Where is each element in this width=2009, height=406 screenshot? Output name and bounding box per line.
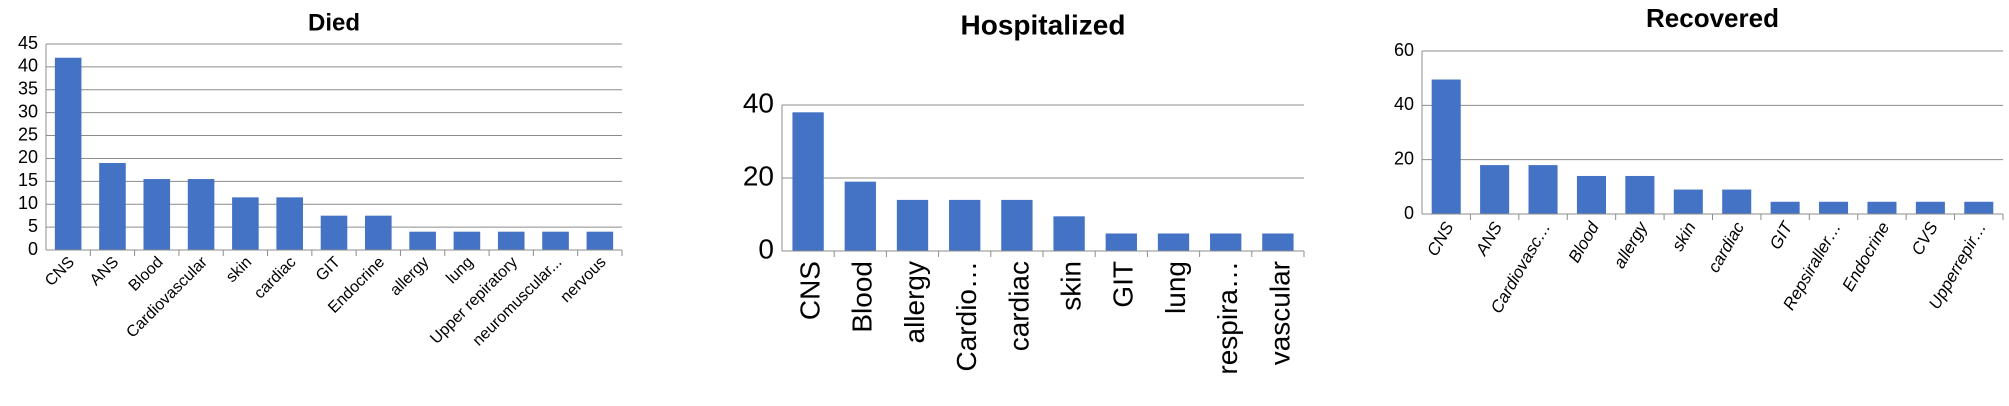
bar xyxy=(1262,233,1294,251)
bar xyxy=(1431,79,1461,215)
bar xyxy=(792,112,824,251)
bar xyxy=(99,163,126,250)
bar xyxy=(1528,165,1558,214)
x-tick-label: skin xyxy=(1668,219,1700,255)
bar xyxy=(1157,233,1190,251)
bar xyxy=(497,231,525,250)
x-tick-label: ANS xyxy=(1472,218,1507,259)
bar xyxy=(54,57,82,250)
bar xyxy=(844,181,876,251)
y-tick-label: 40 xyxy=(1394,94,1414,114)
bar xyxy=(1915,201,1945,214)
y-tick-label: 40 xyxy=(743,87,774,118)
x-tick-label: GIT xyxy=(1766,217,1797,252)
y-tick-label: 45 xyxy=(18,33,38,53)
bar xyxy=(1480,165,1510,214)
bar xyxy=(320,215,348,250)
bar xyxy=(1210,233,1242,251)
x-tick-label: CNS xyxy=(42,254,78,290)
y-tick-label: 0 xyxy=(758,233,774,264)
bar xyxy=(365,215,392,250)
y-tick-label: 15 xyxy=(18,170,38,190)
bar xyxy=(1964,201,1994,214)
x-tick-label: Blood xyxy=(1565,218,1603,266)
bar xyxy=(949,199,981,251)
x-tick-label: Blood xyxy=(847,261,878,333)
x-tick-label: skin xyxy=(223,254,255,286)
y-tick-label: 20 xyxy=(18,147,38,167)
x-tick-label: skin xyxy=(1055,261,1086,311)
chart-title: Hospitalized xyxy=(961,9,1126,40)
bar xyxy=(1053,216,1085,251)
x-tick-label: CNS xyxy=(794,261,825,320)
bar xyxy=(1770,201,1800,214)
x-tick-label: GIT xyxy=(1108,261,1139,308)
x-tick-label: CVS xyxy=(1908,218,1942,258)
x-tick-label: Blood xyxy=(126,254,167,295)
x-tick-label: vascular xyxy=(1264,261,1295,365)
x-tick-label: lung xyxy=(443,254,476,287)
bar xyxy=(1673,189,1703,214)
bar xyxy=(586,231,614,250)
bar xyxy=(1576,175,1606,214)
x-tick-label: Cardio… xyxy=(951,261,982,371)
y-tick-label: 10 xyxy=(18,193,38,213)
x-tick-label: allergy xyxy=(387,254,432,299)
x-tick-label: cardiac xyxy=(251,254,300,303)
x-tick-label: CNS xyxy=(1423,218,1458,259)
x-tick-label: respira… xyxy=(1212,261,1243,375)
bar xyxy=(1819,201,1849,214)
x-tick-label: allergy xyxy=(899,261,930,343)
bar xyxy=(1105,233,1137,251)
y-tick-label: 0 xyxy=(1404,203,1414,223)
y-tick-label: 40 xyxy=(18,56,38,76)
y-tick-label: 20 xyxy=(1394,148,1414,168)
y-tick-label: 5 xyxy=(28,216,38,236)
bar xyxy=(1625,175,1655,214)
chart-title: Died xyxy=(308,9,360,36)
y-tick-label: 0 xyxy=(28,239,38,259)
x-tick-label: Cardiovascular xyxy=(123,253,211,341)
y-tick-label: 60 xyxy=(1394,40,1414,60)
y-tick-label: 30 xyxy=(18,101,38,121)
y-tick-label: 20 xyxy=(743,160,774,191)
y-tick-label: 35 xyxy=(18,79,38,99)
bar xyxy=(1722,189,1752,214)
x-tick-label: ANS xyxy=(87,254,122,289)
bar xyxy=(187,179,215,250)
x-tick-label: GIT xyxy=(313,254,344,285)
x-tick-label: cardiac xyxy=(1003,261,1034,351)
bar xyxy=(143,179,171,250)
bar xyxy=(276,197,303,250)
x-tick-label: allergy xyxy=(1610,217,1652,271)
bar xyxy=(1867,201,1897,214)
x-tick-label: nervous xyxy=(557,254,609,306)
bar xyxy=(232,197,259,250)
bar xyxy=(409,231,436,250)
bar xyxy=(453,231,481,250)
bar xyxy=(896,199,929,251)
chart-title: Recovered xyxy=(1646,3,1779,33)
y-tick-label: 25 xyxy=(18,124,38,144)
x-tick-label: lung xyxy=(1160,261,1191,314)
bar xyxy=(1001,199,1033,251)
x-tick-label: Endocrine xyxy=(1839,219,1894,295)
bar xyxy=(542,231,569,250)
x-tick-label: cardiac xyxy=(1704,218,1748,275)
